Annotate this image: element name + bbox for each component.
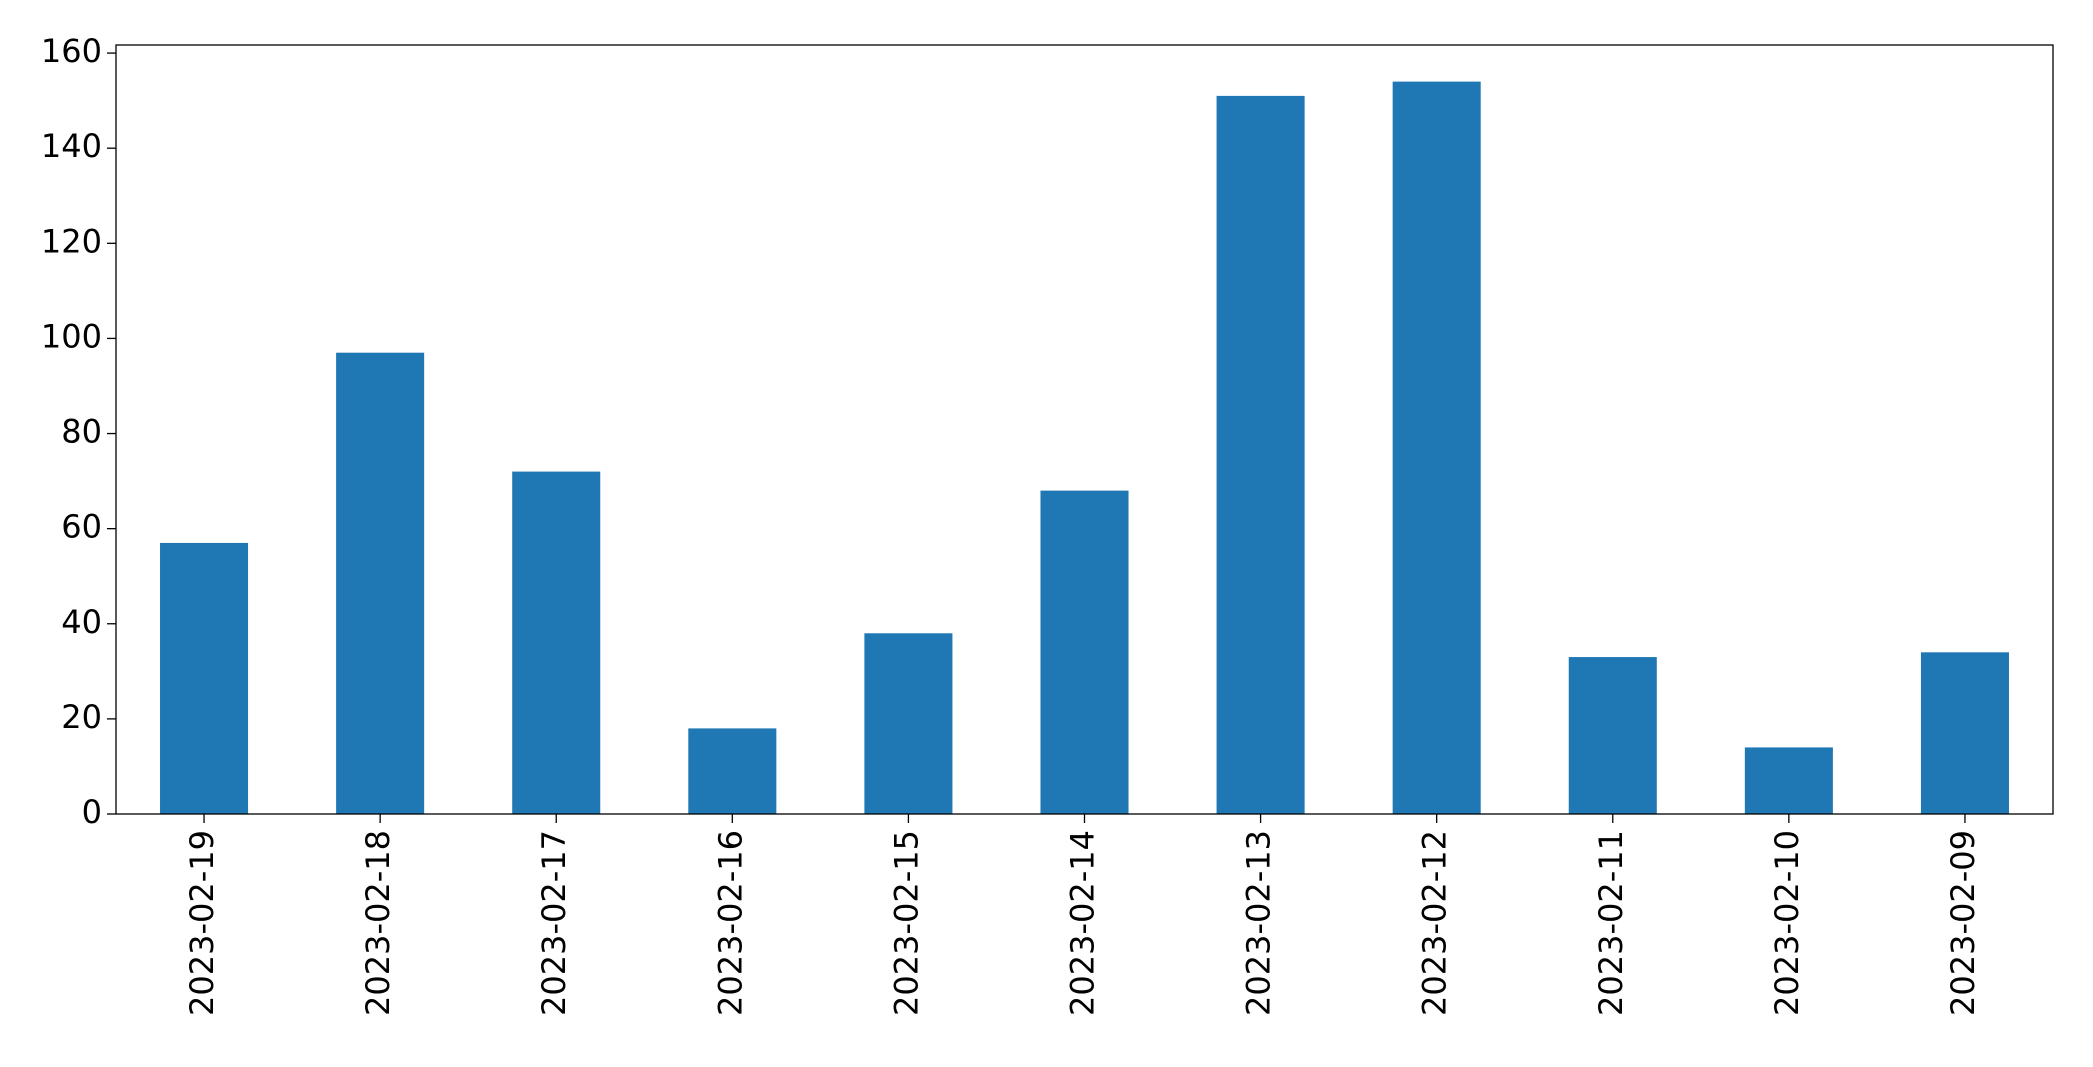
x-tick-label: 2023-02-13 [1240,830,1278,1016]
y-tick-label: 80 [61,413,102,451]
x-tick-label: 2023-02-15 [887,830,925,1016]
x-tick-label: 2023-02-16 [711,830,749,1016]
x-tick-label: 2023-02-17 [535,830,573,1016]
bar [1920,652,2009,814]
y-tick-label: 160 [41,32,102,70]
bar [336,352,425,814]
x-tick-label: 2023-02-11 [1592,830,1630,1016]
bar [512,471,601,814]
bar [160,542,249,814]
x-tick-label: 2023-02-19 [183,830,221,1016]
y-tick-label: 120 [41,222,102,260]
y-tick-label: 0 [82,793,102,831]
x-tick-label: 2023-02-10 [1768,830,1806,1016]
y-tick-label: 60 [61,508,102,546]
y-tick-label: 20 [61,698,102,736]
bar [1216,95,1305,814]
x-tick-label: 2023-02-12 [1416,830,1454,1016]
bar [1392,81,1481,815]
bar [1744,747,1833,814]
y-tick-label: 100 [41,317,102,355]
y-tick-label: 40 [61,603,102,641]
y-tick-label: 140 [41,127,102,165]
bar [1040,490,1129,814]
bar [688,728,777,814]
x-tick-label: 2023-02-09 [1944,830,1982,1016]
x-tick-label: 2023-02-18 [359,830,397,1016]
plot-frame [115,44,2054,815]
bar [864,633,953,814]
x-tick-label: 2023-02-14 [1064,830,1102,1016]
bar [1568,657,1657,814]
